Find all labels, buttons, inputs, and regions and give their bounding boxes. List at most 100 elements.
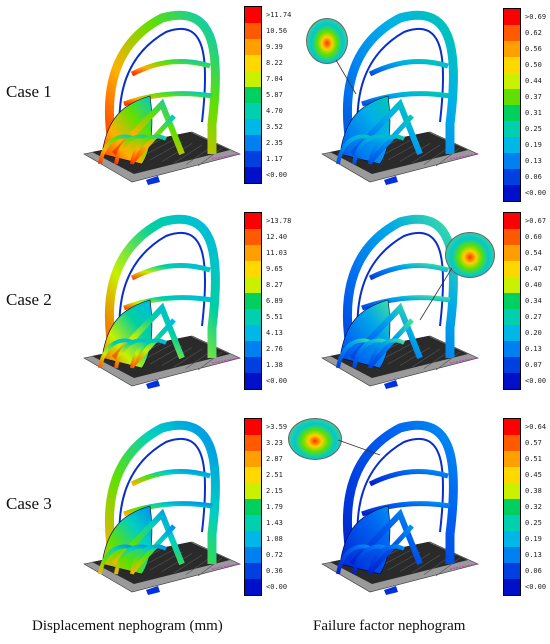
case-label-2: Case 2 xyxy=(6,290,52,309)
colorbar-tick-label: 0.19 xyxy=(525,535,542,543)
colorbar-tick-label: 0.13 xyxy=(525,345,542,353)
colorbar-tick-label: >0.67 xyxy=(525,217,547,225)
colorbar-swatch xyxy=(503,169,521,185)
colorbar-tick-label: 0.38 xyxy=(525,487,542,495)
colorbar-swatch xyxy=(244,229,262,245)
colorbar-swatch xyxy=(503,185,521,201)
colorbar-swatch xyxy=(503,499,521,515)
displacement-nephogram-case-1 xyxy=(62,4,262,194)
colorbar-swatch xyxy=(503,483,521,499)
colorbar-swatch xyxy=(244,119,262,135)
colorbar-swatch xyxy=(244,357,262,373)
caption-failure: Failure factor nephogram xyxy=(313,618,466,634)
colorbar-tick-label: 2.35 xyxy=(266,139,283,147)
colorbar-tick-label: 2.51 xyxy=(266,471,283,479)
colorbar-swatch xyxy=(503,121,521,137)
colorbar-swatch xyxy=(244,579,262,595)
colorbar-tick-label: 2.15 xyxy=(266,487,283,495)
colorbar-tick-label: >11.74 xyxy=(266,11,292,19)
colorbar-tick-label: 0.19 xyxy=(525,141,542,149)
colorbar-tick-label: 0.40 xyxy=(525,281,542,289)
colorbar-swatch xyxy=(244,213,262,229)
colorbar-tick-label: <0.00 xyxy=(266,377,288,385)
colorbar-tick-label: 1.79 xyxy=(266,503,283,511)
colorbar-swatch xyxy=(503,547,521,563)
colorbar-swatch xyxy=(244,87,262,103)
case-label-3: Case 3 xyxy=(6,494,52,513)
colorbar-tick-label: 0.37 xyxy=(525,93,542,101)
colorbar-swatch xyxy=(244,277,262,293)
colorbar-tick-label: 0.47 xyxy=(525,265,542,273)
colorbar-tick-label: >3.59 xyxy=(266,423,288,431)
colorbar-swatch xyxy=(503,435,521,451)
colorbar-tick-label: 1.43 xyxy=(266,519,283,527)
failure-nephogram-case-1 xyxy=(300,4,500,194)
colorbar-tick-label: 9.39 xyxy=(266,43,283,51)
colorbar-swatch xyxy=(503,153,521,169)
colorbar-tick-label: 6.89 xyxy=(266,297,283,305)
colorbar-tick-label: 1.38 xyxy=(266,361,283,369)
colorbar-swatch xyxy=(503,277,521,293)
colorbar-tick-label: 8.27 xyxy=(266,281,283,289)
colorbar-tick-label: 0.07 xyxy=(525,361,542,369)
displacement-colorbar-case-2: >13.78 12.40 11.03 9.65 8.27 6.89 5.51 4.13 2.76… xyxy=(244,212,291,390)
colorbar-tick-label: >0.69 xyxy=(525,13,547,21)
colorbar-tick-label: 0.34 xyxy=(525,297,542,305)
colorbar-swatch xyxy=(244,467,262,483)
colorbar-tick-label: 0.06 xyxy=(525,173,542,181)
colorbar-tick-label: 9.65 xyxy=(266,265,283,273)
colorbar-swatch xyxy=(244,515,262,531)
colorbar-tick-label: <0.00 xyxy=(525,583,547,591)
colorbar-tick-label: 0.62 xyxy=(525,29,542,37)
colorbar-swatch xyxy=(503,41,521,57)
colorbar-swatch xyxy=(503,213,521,229)
failure-nephogram-case-3 xyxy=(300,414,500,604)
colorbar-tick-label: <0.00 xyxy=(266,171,288,179)
colorbar-swatch xyxy=(244,435,262,451)
colorbar-swatch xyxy=(244,325,262,341)
colorbar-swatch xyxy=(503,563,521,579)
colorbar-swatch xyxy=(244,71,262,87)
colorbar-tick-label: 0.13 xyxy=(525,157,542,165)
displacement-nephogram-case-2 xyxy=(62,208,262,398)
colorbar-tick-label: 5.51 xyxy=(266,313,283,321)
colorbar-tick-label: 0.56 xyxy=(525,45,542,53)
colorbar-swatch xyxy=(244,167,262,183)
colorbar-tick-label: 0.06 xyxy=(525,567,542,575)
colorbar-swatch xyxy=(244,531,262,547)
colorbar-swatch xyxy=(503,137,521,153)
colorbar-swatch xyxy=(503,73,521,89)
colorbar-swatch xyxy=(503,309,521,325)
colorbar-tick-label: 0.60 xyxy=(525,233,542,241)
colorbar-tick-label: 0.13 xyxy=(525,551,542,559)
colorbar-swatch xyxy=(503,467,521,483)
colorbar-swatch xyxy=(244,309,262,325)
colorbar-tick-label: 10.56 xyxy=(266,27,288,35)
colorbar-swatch xyxy=(503,531,521,547)
colorbar-tick-label: 1.08 xyxy=(266,535,283,543)
colorbar-tick-label: 4.70 xyxy=(266,107,283,115)
colorbar-swatch xyxy=(244,151,262,167)
colorbar-swatch xyxy=(503,89,521,105)
colorbar-tick-label: 3.52 xyxy=(266,123,283,131)
colorbar-swatch xyxy=(244,341,262,357)
colorbar-swatch xyxy=(244,483,262,499)
colorbar-swatch xyxy=(503,373,521,389)
failure-colorbar-case-1: >0.69 0.62 0.56 0.50 0.44 0.37 0.31 0.25 0.19 0.1… xyxy=(503,8,546,202)
colorbar-swatch xyxy=(244,547,262,563)
displacement-nephogram-case-3 xyxy=(62,414,262,604)
colorbar-tick-label: 2.87 xyxy=(266,455,283,463)
colorbar-tick-label: 4.13 xyxy=(266,329,283,337)
colorbar-swatch xyxy=(503,245,521,261)
colorbar-tick-label: <0.00 xyxy=(525,189,547,197)
colorbar-swatch xyxy=(503,25,521,41)
colorbar-swatch xyxy=(503,105,521,121)
colorbar-swatch xyxy=(244,293,262,309)
colorbar-tick-label: 0.54 xyxy=(525,249,542,257)
colorbar-swatch xyxy=(244,23,262,39)
case-label-1: Case 1 xyxy=(6,82,52,101)
colorbar-swatch xyxy=(503,229,521,245)
colorbar-tick-label: <0.00 xyxy=(525,377,547,385)
colorbar-tick-label: 0.31 xyxy=(525,109,542,117)
colorbar-swatch xyxy=(244,55,262,71)
